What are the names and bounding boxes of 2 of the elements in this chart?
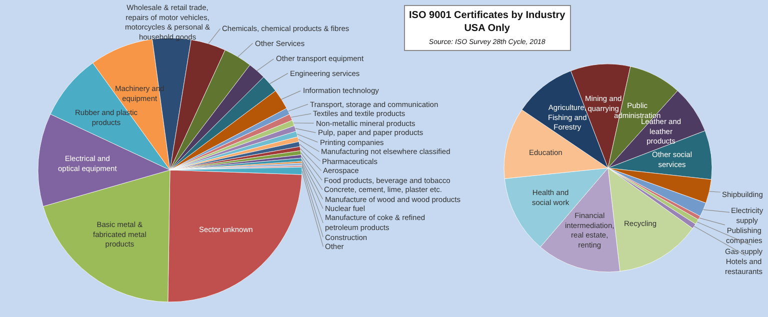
text: ISO 9001 Certificates by Industry: [409, 10, 566, 21]
text: USA Only: [464, 23, 510, 34]
